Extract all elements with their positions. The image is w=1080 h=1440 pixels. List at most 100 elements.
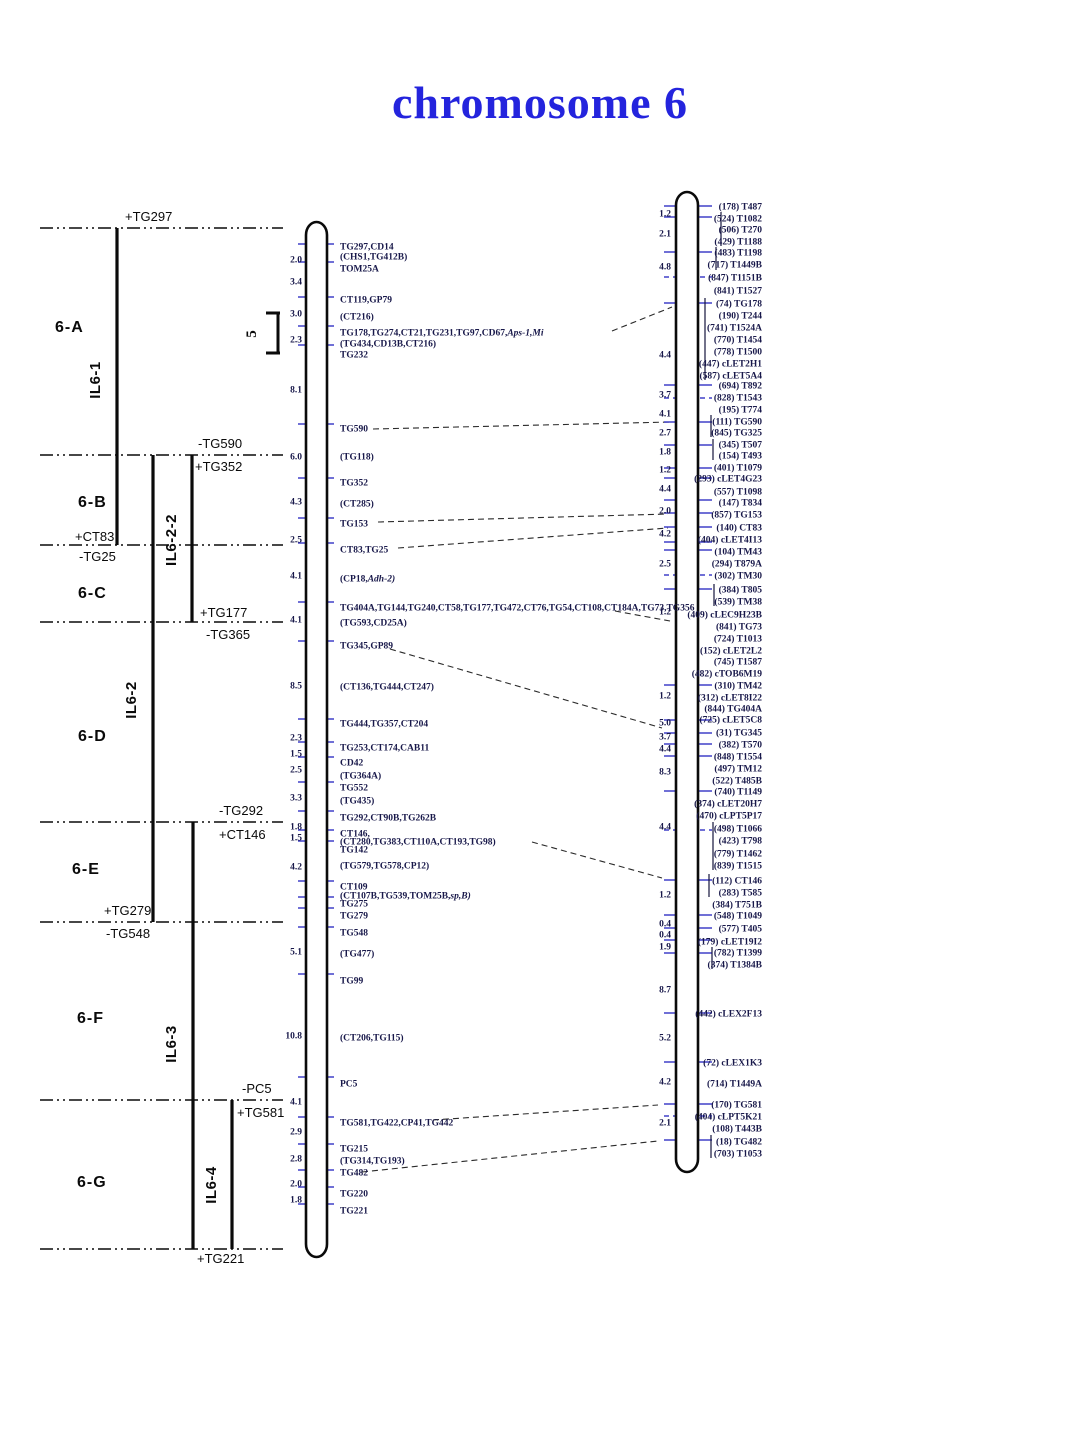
mid-marker-label: TOM25A	[340, 265, 379, 275]
region-label: 6-A	[55, 319, 84, 336]
right-marker-label: (724) T1013	[714, 634, 762, 645]
boundary-marker-label: +TG581	[237, 1105, 284, 1120]
right-marker-label: (302) TM30	[714, 571, 762, 582]
right-distance-label: 1.2	[659, 210, 671, 220]
mid-chromosome-outline	[304, 220, 329, 1259]
mid-marker-label: (TG434,CD13B,CT216)	[340, 339, 436, 350]
right-marker-label: (847) T1151B	[708, 273, 763, 284]
right-marker-label: (104) TM43	[714, 547, 762, 558]
connector-line	[372, 421, 671, 430]
right-marker-label: (717) T1449B	[708, 260, 763, 271]
boundary-marker-label: +TG177	[200, 605, 247, 620]
boundary-marker-label: +TG297	[125, 209, 172, 224]
boundary-marker-label: -TG590	[198, 436, 242, 451]
right-marker-label: (152) cLET2L2	[700, 646, 762, 657]
region-label: 6-D	[78, 728, 107, 745]
boundary-marker-label: +CT146	[219, 827, 266, 842]
right-marker-label: (294) T879A	[712, 559, 762, 570]
mid-marker-label: TG99	[340, 977, 363, 987]
right-distance-label: 1.2	[659, 891, 671, 901]
mid-marker-label: TG153	[340, 520, 368, 530]
page-title: chromosome 6	[391, 77, 689, 128]
mid-marker-label: TG142	[340, 846, 368, 856]
mid-marker-label: (TG435)	[340, 796, 374, 807]
right-marker-label: (31) TG345	[716, 728, 762, 739]
mid-marker-label: TG548	[340, 929, 368, 939]
right-distance-label: 5.0	[659, 719, 671, 729]
right-distance-label: 4.4	[659, 745, 671, 755]
mid-distance-label: 2.5	[290, 766, 302, 776]
right-marker-label: (170) TG581	[711, 1100, 762, 1111]
right-marker-label: (112) CT146	[712, 876, 762, 887]
mid-marker-label: (CT107B,TG539,TOM25B,sp,B)	[340, 891, 471, 902]
right-marker-label: (779) T1462	[714, 849, 762, 860]
mid-distance-label: 4.1	[290, 572, 302, 582]
right-marker-label: (725) cLET5C8	[699, 715, 762, 726]
right-distance-label: 2.0	[659, 507, 671, 517]
right-distance-label: 4.8	[659, 263, 671, 273]
mid-marker-label: (CHS1,TG412B)	[340, 252, 407, 263]
mid-distance-label: 2.0	[290, 256, 302, 266]
mid-marker-label: TG292,CT90B,TG262B	[340, 814, 437, 824]
region-label: 6-B	[78, 494, 107, 511]
region-label: 6-E	[72, 861, 100, 878]
scale-bar-label: 5	[244, 330, 260, 338]
boundary-marker-label: -TG292	[219, 803, 263, 818]
il-bar-label: IL6-4	[203, 1166, 220, 1204]
right-marker-label: (423) T798	[719, 836, 763, 847]
right-marker-label: (470) cLPT5P17	[696, 811, 762, 822]
right-distance-label: 0.4	[659, 931, 671, 941]
right-marker-label: (429) T1188	[714, 237, 762, 248]
right-marker-label: (374) cLET20H7	[694, 799, 762, 810]
connector-line	[611, 306, 673, 332]
boundary-marker-label: +TG279	[104, 903, 151, 918]
mid-marker-label: TG345,GP89	[340, 642, 393, 652]
il-bar-label: IL6-1	[87, 361, 104, 399]
il-bar-label: IL6-2	[123, 681, 140, 719]
right-marker-label: (384) T805	[719, 585, 763, 596]
right-marker-label: (714) T1449A	[707, 1079, 762, 1090]
right-marker-label: (312) cLET8I22	[698, 693, 762, 704]
mid-marker-label: (TG118)	[340, 452, 374, 463]
mid-marker-label: (TG364A)	[340, 771, 381, 782]
mid-distance-label: 4.1	[290, 1098, 302, 1108]
mid-marker-label: TG220	[340, 1190, 368, 1200]
mid-marker-label: (CT206,TG115)	[340, 1033, 404, 1044]
mid-distance-label: 8.5	[290, 682, 302, 692]
right-distance-label: 3.7	[659, 391, 671, 401]
mid-distance-label: 4.1	[290, 616, 302, 626]
right-marker-label: (409) cLEC9H23B	[687, 610, 762, 621]
right-marker-label: (401) T1079	[714, 463, 762, 474]
mid-distance-label: 2.5	[290, 536, 302, 546]
right-marker-label: (848) T1554	[714, 752, 762, 763]
connector-line	[361, 1140, 659, 1173]
mid-distance-label: 3.3	[290, 794, 302, 804]
right-marker-label: (283) T585	[719, 888, 763, 899]
right-distance-label: 4.2	[659, 1078, 671, 1088]
right-marker-label: (195) T774	[719, 405, 763, 416]
right-marker-label: (857) TG153	[711, 510, 762, 521]
right-marker-label: (154) T493	[719, 451, 763, 462]
right-marker-label: (179) cLET19I2	[698, 937, 762, 948]
il-bar-label: IL6-2-2	[163, 514, 180, 566]
right-marker-label: (844) TG404A	[704, 704, 762, 715]
right-distance-label: 2.7	[659, 429, 671, 439]
right-marker-label: (404) cLPT5K21	[695, 1112, 763, 1123]
mid-marker-label: PC5	[340, 1080, 358, 1090]
region-label: 6-C	[78, 585, 107, 602]
boundary-marker-label: +CT83	[75, 529, 114, 544]
mid-distance-label: 3.0	[290, 310, 302, 320]
right-marker-label: (845) TG325	[711, 428, 762, 439]
right-marker-label: (140) CT83	[716, 523, 762, 534]
right-marker-label: (178) T487	[719, 202, 763, 213]
mid-distance-label: 6.0	[290, 453, 302, 463]
mid-marker-label: TG352	[340, 479, 368, 489]
right-marker-label: (498) T1066	[714, 824, 762, 835]
mid-marker-label: TG215	[340, 1145, 368, 1155]
right-marker-label: (374) T1384B	[708, 960, 763, 971]
right-distance-label: 1.9	[659, 943, 671, 953]
mid-marker-label: (CT285)	[340, 499, 374, 510]
mid-distance-label: 8.1	[290, 386, 302, 396]
right-marker-label: (770) T1454	[714, 335, 762, 346]
right-marker-label: (539) TM38	[714, 597, 762, 608]
